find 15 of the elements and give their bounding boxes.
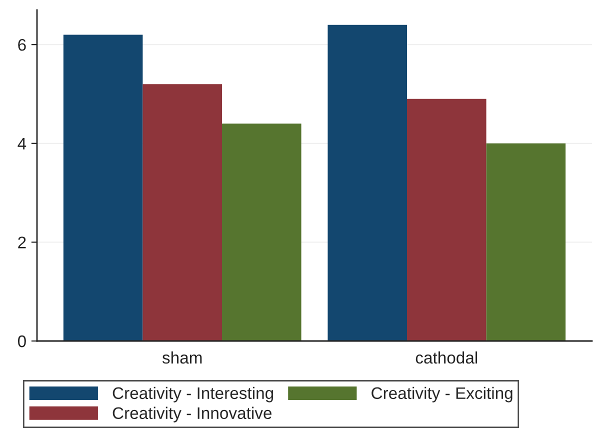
bar [63, 34, 143, 341]
bar [486, 143, 566, 341]
bar [328, 24, 407, 341]
y-tick-label: 4 [18, 138, 26, 150]
legend-label: Creativity - Innovative [112, 406, 272, 422]
bar [222, 124, 302, 341]
x-tick-label: sham [162, 351, 202, 364]
y-tick-label: 6 [18, 38, 26, 51]
legend-label: Creativity - Exciting [372, 386, 512, 402]
legend-label: Creativity - Interesting [112, 386, 274, 402]
y-tick-label: 2 [18, 236, 26, 248]
x-tick-label: cathodal [416, 351, 478, 364]
y-tick-label: 0 [18, 335, 26, 348]
bar [407, 98, 486, 341]
bar [142, 84, 222, 341]
